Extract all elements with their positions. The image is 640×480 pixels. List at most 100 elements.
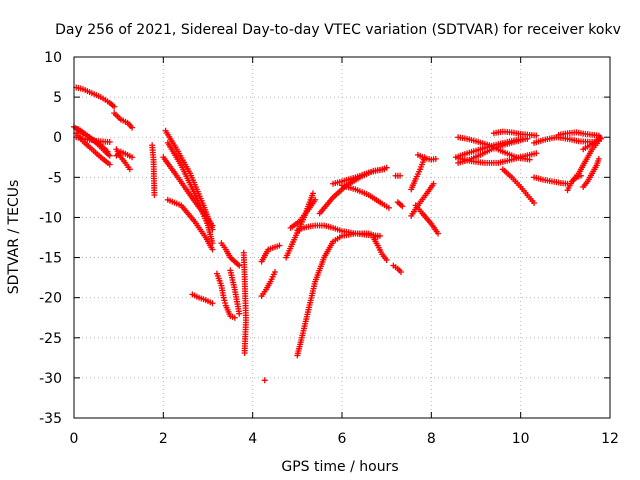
y-tick-label: -20 bbox=[39, 291, 62, 307]
series-arc-41 bbox=[490, 128, 540, 139]
series-arc-09 bbox=[149, 142, 158, 198]
y-tick-label: -5 bbox=[48, 170, 62, 186]
series-arc-17 bbox=[227, 267, 243, 317]
series-arc-12 bbox=[160, 154, 216, 229]
data-point bbox=[236, 262, 243, 269]
data-point bbox=[383, 164, 390, 171]
y-tick-label: -30 bbox=[39, 371, 62, 387]
series-arc-35 bbox=[414, 151, 439, 163]
series-arc-50 bbox=[580, 135, 605, 153]
data-point bbox=[432, 155, 439, 162]
series-arc-44 bbox=[531, 174, 571, 187]
data-point bbox=[435, 230, 442, 237]
series-arc-08 bbox=[113, 148, 136, 161]
series-arc-20 bbox=[258, 268, 278, 300]
y-tick-label: 5 bbox=[53, 90, 62, 106]
x-axis-label: GPS time / hours bbox=[281, 459, 398, 475]
series-arc-18 bbox=[240, 249, 249, 357]
data-point bbox=[272, 268, 278, 275]
y-axis-label: SDTVAR / TECUs bbox=[6, 180, 22, 295]
data-point bbox=[220, 294, 227, 301]
data-point bbox=[533, 150, 540, 157]
y-tick-label: 10 bbox=[44, 50, 62, 66]
series-arc-32 bbox=[394, 199, 406, 210]
data-point bbox=[383, 256, 390, 263]
data-point bbox=[111, 103, 118, 110]
data-point bbox=[236, 310, 243, 317]
series-arc-48 bbox=[580, 155, 602, 190]
data-point bbox=[399, 203, 406, 210]
y-tick-label: -25 bbox=[39, 331, 62, 347]
data-point bbox=[261, 377, 268, 384]
series-arc-01 bbox=[73, 84, 118, 110]
series-arc-16 bbox=[213, 270, 238, 321]
plot-frame bbox=[73, 56, 611, 419]
data-point bbox=[106, 152, 113, 159]
data-point bbox=[209, 222, 216, 229]
y-tick-label: -10 bbox=[39, 210, 62, 226]
chart-title: Day 256 of 2021, Sidereal Day-to-day VTE… bbox=[55, 22, 621, 38]
data-point bbox=[397, 172, 404, 179]
series-arc-23 bbox=[287, 196, 319, 231]
y-tick-label: -35 bbox=[39, 411, 62, 427]
y-tick-label: 0 bbox=[53, 130, 62, 146]
x-tick-label: 10 bbox=[512, 431, 530, 447]
grid-lines bbox=[74, 57, 610, 418]
series-arc-30 bbox=[390, 262, 404, 275]
y-tick-label: -15 bbox=[39, 251, 62, 267]
data-point bbox=[106, 139, 113, 146]
series-arc-24 bbox=[294, 222, 383, 239]
data-point bbox=[222, 300, 229, 307]
data-point bbox=[241, 350, 248, 357]
data-point bbox=[221, 297, 228, 304]
series-arc-15 bbox=[218, 240, 243, 269]
series-arc-43 bbox=[531, 134, 596, 146]
series-arc-25 bbox=[294, 230, 381, 359]
series-arc-40 bbox=[455, 150, 540, 166]
axis-ticks: 0 2 4 6 8 10 12 10 5 0 -5 -10 -15 -20 -25 -30 -35 bbox=[39, 50, 619, 447]
data-point bbox=[129, 154, 136, 161]
x-tick-label: 8 bbox=[427, 431, 436, 447]
series-arc-27 bbox=[339, 182, 392, 211]
x-tick-label: 4 bbox=[248, 431, 257, 447]
data-point bbox=[129, 124, 136, 131]
data-point bbox=[385, 204, 392, 211]
x-tick-label: 6 bbox=[338, 431, 347, 447]
series-arc-42 bbox=[499, 166, 538, 207]
data-point bbox=[595, 155, 602, 162]
data-point bbox=[276, 242, 283, 249]
series-arc-19 bbox=[261, 377, 268, 384]
data-point bbox=[106, 161, 113, 168]
data-points bbox=[71, 84, 605, 384]
data-point bbox=[430, 180, 437, 187]
series-arc-02 bbox=[111, 110, 136, 131]
series-arc-06 bbox=[73, 134, 113, 146]
x-tick-label: 0 bbox=[70, 431, 79, 447]
data-point bbox=[397, 268, 404, 275]
data-point bbox=[231, 314, 238, 321]
data-point bbox=[598, 135, 605, 142]
data-point bbox=[531, 200, 538, 207]
series-arc-13 bbox=[164, 196, 216, 253]
series-arc-47 bbox=[569, 172, 584, 185]
series-arc-26 bbox=[316, 166, 388, 217]
series-arc-45 bbox=[555, 129, 602, 139]
series-arc-14 bbox=[189, 291, 216, 307]
data-point bbox=[374, 233, 381, 240]
data-point bbox=[209, 246, 216, 253]
data-point bbox=[126, 166, 133, 173]
series-arc-29 bbox=[370, 234, 390, 263]
data-point bbox=[577, 172, 584, 179]
data-point bbox=[312, 196, 319, 203]
series-arc-21 bbox=[258, 242, 283, 265]
data-point bbox=[309, 190, 316, 197]
series-arc-36 bbox=[412, 202, 442, 237]
series-arc-31 bbox=[392, 172, 404, 179]
x-tick-label: 12 bbox=[601, 431, 619, 447]
data-point bbox=[533, 132, 540, 139]
data-point bbox=[209, 300, 216, 307]
data-point bbox=[151, 191, 158, 198]
series-arc-28 bbox=[330, 164, 390, 187]
x-tick-label: 2 bbox=[159, 431, 168, 447]
